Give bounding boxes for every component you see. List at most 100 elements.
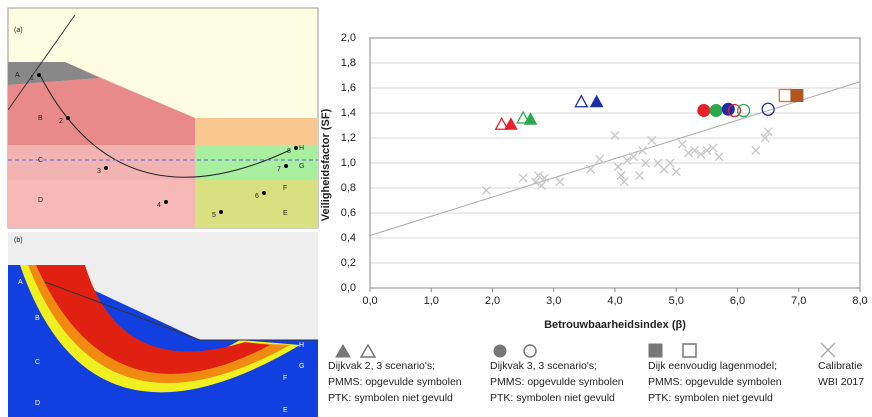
x-tick-label: 8,0 bbox=[852, 295, 867, 307]
layer-label: E bbox=[283, 210, 288, 217]
marker bbox=[702, 146, 712, 155]
marker bbox=[638, 146, 648, 155]
marker bbox=[763, 127, 773, 137]
marker bbox=[574, 94, 589, 108]
legend-text: Dijkvak 2, 3 scenario's; bbox=[328, 360, 435, 372]
x-tick-label: 5,0 bbox=[669, 295, 684, 307]
marker bbox=[619, 177, 629, 187]
point-label: 7 bbox=[277, 166, 281, 173]
marker bbox=[760, 133, 770, 143]
marker bbox=[622, 156, 632, 165]
marker bbox=[708, 143, 718, 153]
y-tick-label: 1,4 bbox=[341, 107, 356, 119]
marker bbox=[616, 171, 626, 180]
panel-label: (b) bbox=[14, 237, 23, 244]
point-label: 4 bbox=[157, 202, 161, 209]
point-dot bbox=[262, 191, 266, 195]
y-tick-label: 2,0 bbox=[341, 32, 356, 44]
marker bbox=[751, 146, 761, 155]
marker bbox=[610, 131, 620, 140]
layer-label: B bbox=[35, 315, 40, 322]
y-axis-title: Veiligheidsfactor (SF) bbox=[320, 108, 332, 221]
layer-label: H bbox=[299, 342, 304, 349]
y-tick-label: 0,4 bbox=[341, 232, 356, 244]
point-label: 6 bbox=[255, 193, 259, 200]
marker bbox=[595, 154, 605, 164]
layer-label: G bbox=[299, 163, 304, 170]
legend-text: PTK: symbolen niet gevuld bbox=[490, 392, 615, 404]
plot-frame bbox=[369, 37, 861, 289]
legend-text: PMMS: opgevulde symbolen bbox=[490, 376, 624, 388]
marker bbox=[589, 94, 604, 108]
marker bbox=[555, 177, 565, 187]
y-tick-label: 1,2 bbox=[341, 132, 356, 144]
layer-label: G bbox=[299, 363, 304, 370]
x-tick-label: 0,0 bbox=[362, 295, 377, 307]
y-tick-label: 0,8 bbox=[341, 182, 356, 194]
marker bbox=[494, 116, 509, 130]
marker bbox=[641, 158, 651, 168]
point-dot bbox=[219, 210, 223, 214]
trend-line bbox=[369, 81, 861, 236]
legend-icons bbox=[335, 342, 836, 358]
layer-label: E bbox=[283, 407, 288, 414]
y-tick-label: 1,8 bbox=[341, 57, 356, 69]
layer-label: C bbox=[35, 359, 40, 366]
y-tick-label: 0,6 bbox=[341, 207, 356, 219]
point-label: 8 bbox=[287, 148, 291, 155]
marker bbox=[736, 103, 751, 118]
marker bbox=[586, 164, 595, 174]
marker bbox=[761, 102, 775, 116]
marker bbox=[690, 146, 700, 155]
marker bbox=[697, 104, 711, 117]
point-label: 2 bbox=[59, 118, 63, 125]
point-dot bbox=[66, 116, 70, 120]
point-label: 5 bbox=[212, 212, 216, 219]
marker bbox=[540, 173, 550, 183]
marker bbox=[790, 89, 804, 102]
marker bbox=[481, 186, 491, 195]
x-tick-label: 3,0 bbox=[546, 295, 561, 307]
legend-text: Dijkvak 3, 3 scenario's; bbox=[490, 360, 597, 372]
y-tick-label: 0,0 bbox=[341, 282, 356, 294]
legend-text: PMMS: opgevulde symbolen bbox=[648, 376, 782, 388]
layer-label: F bbox=[283, 375, 287, 382]
marker bbox=[671, 167, 681, 177]
x-tick-label: 1,0 bbox=[424, 295, 439, 307]
y-tick-label: 0,2 bbox=[341, 257, 356, 269]
x-tick-label: 4,0 bbox=[607, 295, 622, 307]
layer-label: A bbox=[18, 279, 23, 286]
legend-text: PTK: symbolen niet gevuld bbox=[648, 392, 773, 404]
marker bbox=[778, 88, 792, 103]
y-tick-label: 1,0 bbox=[341, 157, 356, 169]
layer-label: D bbox=[35, 400, 40, 407]
legend-text: Calibratie bbox=[818, 360, 863, 372]
x-tick-label: 2,0 bbox=[485, 295, 500, 307]
panel-a: (a) bbox=[7, 7, 319, 229]
marker bbox=[613, 162, 623, 172]
layer-label: D bbox=[38, 197, 43, 204]
legend-text: PTK: symbolen niet gevuld bbox=[328, 392, 453, 404]
marker bbox=[628, 152, 638, 162]
marker bbox=[533, 171, 543, 180]
point-dot bbox=[284, 164, 288, 168]
marker bbox=[709, 104, 723, 117]
x-tick-label: 7,0 bbox=[791, 295, 806, 307]
layer-label: B bbox=[38, 115, 43, 122]
marker bbox=[714, 152, 724, 162]
marker bbox=[665, 158, 675, 168]
marker bbox=[530, 177, 540, 187]
point-label: 3 bbox=[97, 168, 101, 175]
layer-label: A bbox=[15, 72, 20, 79]
x-axis-title: Betrouwbaarheidsindex (β) bbox=[544, 319, 686, 331]
marker bbox=[504, 117, 518, 130]
layer-label: H bbox=[299, 145, 304, 152]
marker bbox=[727, 103, 742, 118]
legend-text: PMMS: opgevulde symbolen bbox=[328, 376, 462, 388]
marker bbox=[677, 139, 687, 149]
panel-label: (a) bbox=[14, 27, 23, 34]
marker bbox=[684, 148, 693, 158]
point-dot bbox=[294, 146, 298, 150]
